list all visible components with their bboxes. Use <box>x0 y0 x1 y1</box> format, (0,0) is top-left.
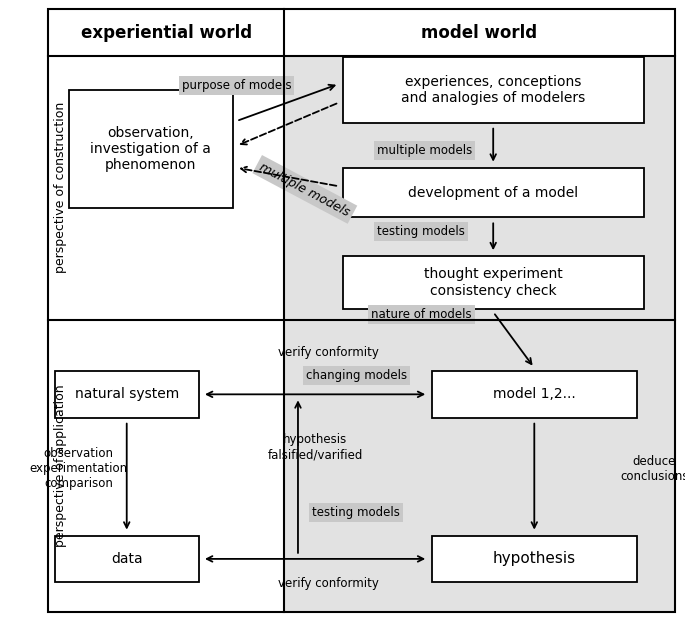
Text: testing models: testing models <box>312 506 400 519</box>
Bar <box>55 371 199 417</box>
Text: hypothesis
falsified/varified: hypothesis falsified/varified <box>267 433 363 461</box>
Bar <box>48 9 675 56</box>
Text: testing models: testing models <box>377 225 465 238</box>
Text: development of a model: development of a model <box>408 186 578 199</box>
Text: nature of models: nature of models <box>371 309 471 321</box>
Text: model 1,2...: model 1,2... <box>493 388 575 401</box>
Bar <box>342 168 644 217</box>
Text: experiential world: experiential world <box>81 24 251 42</box>
Bar <box>68 90 233 208</box>
Bar <box>48 9 284 612</box>
Bar <box>342 256 644 309</box>
Text: multiple models: multiple models <box>258 160 352 219</box>
Bar <box>342 58 644 123</box>
Text: model world: model world <box>421 24 538 42</box>
Text: thought experiment
consistency check: thought experiment consistency check <box>424 268 562 297</box>
Bar <box>284 9 675 612</box>
Text: verify conformity: verify conformity <box>278 578 379 590</box>
Text: purpose of models: purpose of models <box>182 79 291 92</box>
Text: perspective of construction: perspective of construction <box>54 102 66 273</box>
Bar <box>432 535 637 582</box>
Text: observation
experimentation
comparison: observation experimentation comparison <box>29 447 128 491</box>
Text: perspective of application: perspective of application <box>54 384 66 547</box>
Text: experiences, conceptions
and analogies of modelers: experiences, conceptions and analogies o… <box>401 75 585 105</box>
Bar <box>55 535 199 582</box>
Text: changing models: changing models <box>306 369 407 382</box>
Text: deduce
conclusions: deduce conclusions <box>620 455 685 483</box>
Text: multiple models: multiple models <box>377 144 473 156</box>
Text: verify conformity: verify conformity <box>278 347 379 359</box>
Text: hypothesis: hypothesis <box>493 551 576 566</box>
Text: natural system: natural system <box>75 388 179 401</box>
Text: data: data <box>111 552 142 566</box>
Bar <box>432 371 637 417</box>
Text: observation,
investigation of a
phenomenon: observation, investigation of a phenomen… <box>90 126 211 172</box>
